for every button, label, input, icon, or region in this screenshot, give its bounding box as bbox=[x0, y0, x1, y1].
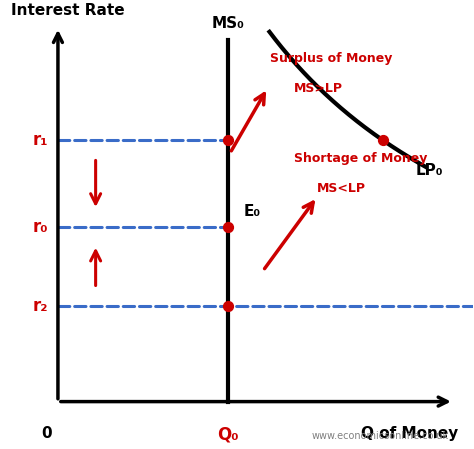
Text: www.economicsonline.co.uk: www.economicsonline.co.uk bbox=[312, 431, 449, 441]
Text: MS>LP: MS>LP bbox=[293, 82, 343, 95]
Text: r₀: r₀ bbox=[33, 218, 48, 236]
Text: MS<LP: MS<LP bbox=[317, 182, 366, 195]
Text: r₁: r₁ bbox=[33, 131, 48, 149]
Text: 0: 0 bbox=[41, 426, 52, 440]
Point bbox=[379, 136, 387, 144]
Text: MS₀: MS₀ bbox=[211, 16, 244, 31]
Text: Interest Rate: Interest Rate bbox=[11, 3, 125, 18]
Text: r₂: r₂ bbox=[33, 297, 48, 315]
Text: Q of Money: Q of Money bbox=[361, 426, 458, 440]
Text: Shortage of Money: Shortage of Money bbox=[293, 152, 427, 165]
Text: Surplus of Money: Surplus of Money bbox=[270, 52, 392, 65]
Text: E₀: E₀ bbox=[244, 203, 261, 219]
Point bbox=[224, 136, 231, 144]
Text: Q₀: Q₀ bbox=[217, 426, 238, 444]
Point bbox=[224, 224, 231, 231]
Text: LP₀: LP₀ bbox=[416, 163, 444, 178]
Point bbox=[224, 302, 231, 309]
